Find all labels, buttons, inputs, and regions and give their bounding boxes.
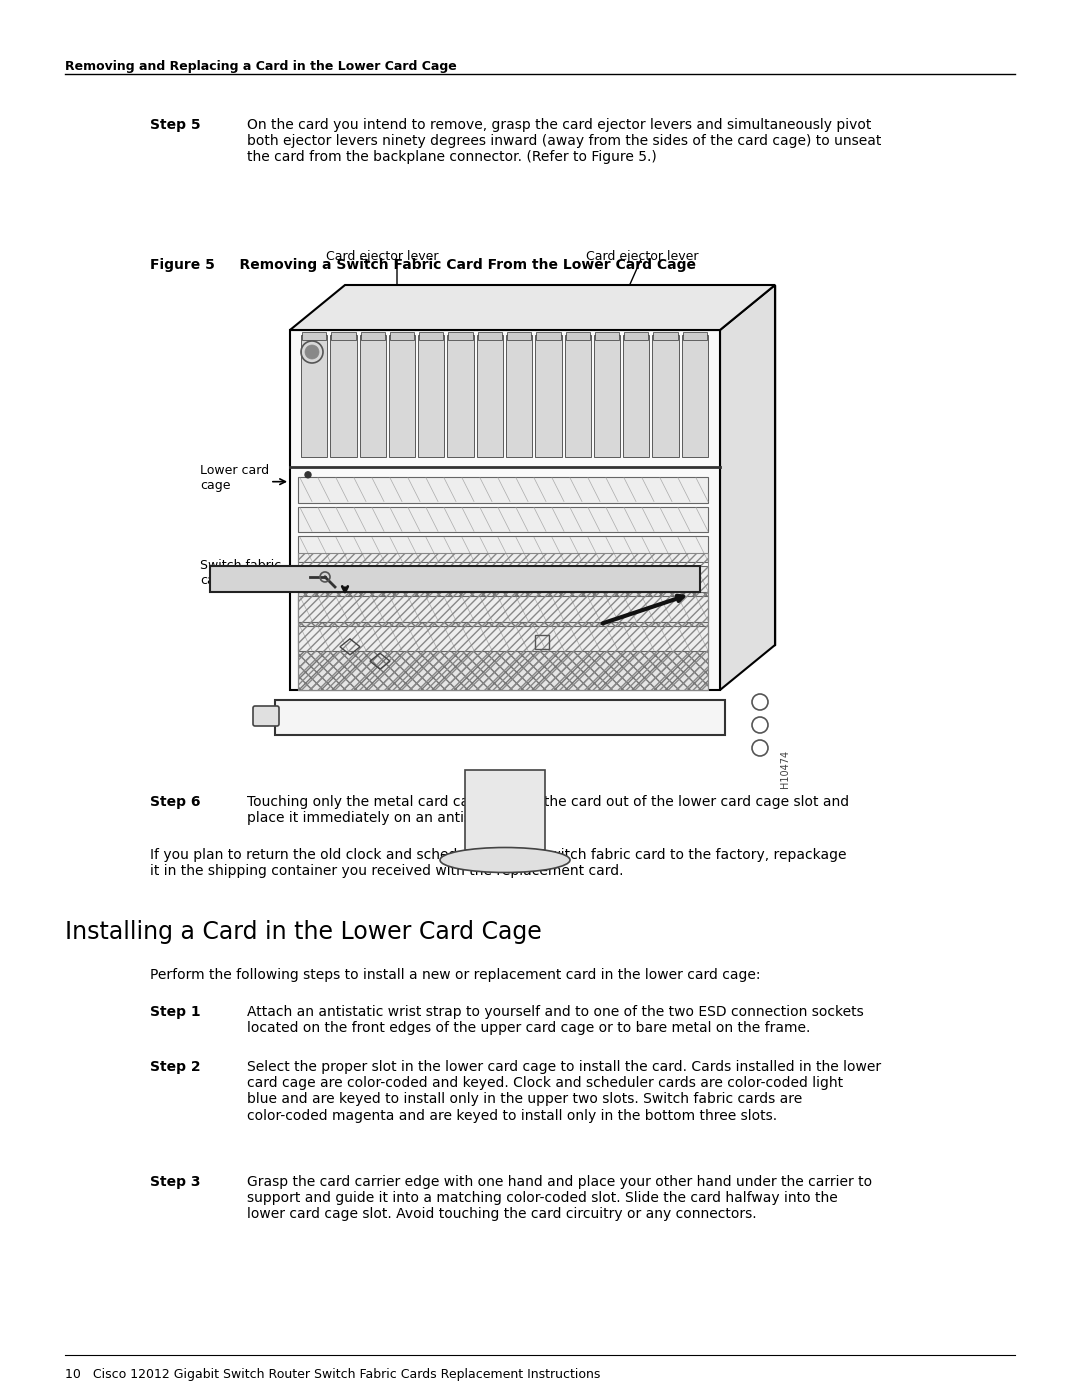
Bar [298, 626, 708, 651]
Text: Step 5: Step 5 [150, 117, 201, 131]
Bar [298, 553, 708, 690]
Text: Installing a Card in the Lower Card Cage: Installing a Card in the Lower Card Cage [65, 921, 542, 944]
Bar [390, 332, 414, 339]
Bar [624, 332, 648, 339]
Bar [477, 332, 502, 339]
Bar [594, 335, 620, 457]
Text: 10   Cisco 12012 Gigabit Switch Router Switch Fabric Cards Replacement Instructi: 10 Cisco 12012 Gigabit Switch Router Swi… [65, 1368, 600, 1382]
Text: Card ejector lever: Card ejector lever [326, 250, 438, 263]
Bar [210, 566, 700, 592]
Text: Grasp the card carrier edge with one hand and place your other hand under the ca: Grasp the card carrier edge with one han… [247, 1175, 873, 1221]
Text: Step 1: Step 1 [150, 1004, 201, 1018]
Bar [330, 335, 356, 457]
FancyBboxPatch shape [253, 705, 279, 726]
Text: Figure 5: Figure 5 [150, 258, 215, 272]
Text: Touching only the metal card carrier, slide the card out of the lower card cage : Touching only the metal card carrier, sl… [247, 795, 849, 826]
Text: Perform the following steps to install a new or replacement card in the lower ca: Perform the following steps to install a… [150, 968, 760, 982]
Ellipse shape [440, 848, 570, 873]
Bar [301, 335, 327, 457]
Bar [683, 332, 707, 339]
Bar [507, 335, 532, 457]
Bar [623, 335, 649, 457]
Bar [476, 335, 503, 457]
Text: Step 2: Step 2 [150, 1060, 201, 1074]
Bar [298, 566, 708, 592]
Text: Step 6: Step 6 [150, 795, 201, 809]
Polygon shape [720, 285, 775, 690]
Bar [565, 335, 591, 457]
Bar [535, 636, 549, 650]
Bar [389, 335, 415, 457]
Text: Removing and Replacing a Card in the Lower Card Cage: Removing and Replacing a Card in the Low… [65, 60, 457, 73]
Text: On the card you intend to remove, grasp the card ejector levers and simultaneous: On the card you intend to remove, grasp … [247, 117, 881, 165]
Text: Switch fabric
card: Switch fabric card [200, 559, 281, 587]
Text: H10474: H10474 [780, 750, 789, 788]
Bar [595, 332, 619, 339]
Bar [418, 335, 445, 457]
Bar [298, 590, 708, 690]
Bar [507, 332, 531, 339]
Bar [681, 335, 708, 457]
Bar [298, 536, 708, 562]
Text: Lower card
cage: Lower card cage [200, 464, 269, 492]
Bar [419, 332, 444, 339]
Bar [360, 335, 386, 457]
Bar [298, 476, 708, 503]
Bar [345, 285, 775, 645]
Text: Attach an antistatic wrist strap to yourself and to one of the two ESD connectio: Attach an antistatic wrist strap to your… [247, 1004, 864, 1035]
Text: Select the proper slot in the lower card cage to install the card. Cards install: Select the proper slot in the lower card… [247, 1060, 881, 1123]
Bar [566, 332, 590, 339]
Text: Card ejector lever: Card ejector lever [585, 250, 699, 263]
Bar [291, 330, 720, 690]
Bar [361, 332, 384, 339]
Circle shape [305, 345, 319, 359]
Bar [298, 597, 708, 622]
Bar [332, 332, 355, 339]
Bar [465, 770, 545, 849]
Bar [537, 332, 561, 339]
Bar [275, 700, 725, 735]
Text: If you plan to return the old clock and scheduler card or switch fabric card to : If you plan to return the old clock and … [150, 848, 847, 879]
Bar [652, 335, 678, 457]
Text: Step 3: Step 3 [150, 1175, 201, 1189]
Circle shape [305, 472, 311, 478]
Bar [302, 332, 326, 339]
Polygon shape [291, 285, 775, 330]
Text: Removing a Switch Fabric Card From the Lower Card Cage: Removing a Switch Fabric Card From the L… [220, 258, 696, 272]
Bar [447, 335, 474, 457]
Bar [653, 332, 678, 339]
Bar [298, 507, 708, 532]
Bar [448, 332, 473, 339]
Bar [536, 335, 562, 457]
